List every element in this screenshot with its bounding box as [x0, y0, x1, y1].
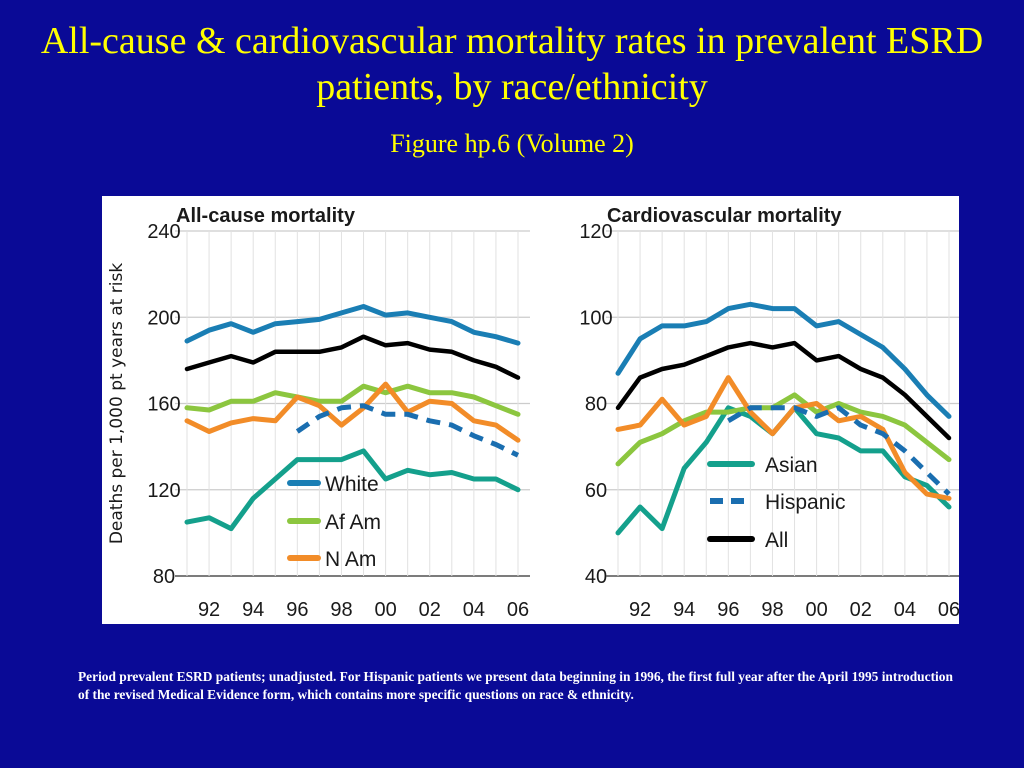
chart-all-cause-mortality-series-all [184, 334, 521, 380]
chart-all-cause-mortality-legend-label-af-am: Af Am [325, 511, 381, 534]
chart-cardiovascular-mortality-xtick-label: 94 [673, 599, 695, 621]
chart-all-cause-mortality-series-af-am [184, 383, 521, 417]
chart-all-cause-mortality-series-n-am [184, 381, 521, 443]
chart-all-cause-mortality-xtick-label: 92 [198, 599, 220, 621]
slide-subtitle: Figure hp.6 (Volume 2) [390, 129, 634, 158]
chart-cardiovascular-mortality-series-af-am [615, 392, 952, 467]
chart-all-cause-mortality-legend-label-n-am: N Am [325, 548, 376, 571]
chart-cardiovascular-mortality-legend-label-all: All [765, 529, 788, 552]
chart-cardiovascular-mortality-xtick-label: 06 [938, 599, 959, 621]
chart-all-cause-mortality-xtick-label: 98 [330, 599, 352, 621]
chart-all-cause-mortality-ytick-label: 240 [147, 221, 180, 243]
chart-all-cause-mortality-legend-label-white: White [325, 473, 379, 496]
chart-cardiovascular-mortality-series-all [615, 340, 952, 441]
chart-all-cause-mortality-xtick-label: 00 [374, 599, 396, 621]
footnote: Period prevalent ESRD patients; unadjust… [78, 669, 953, 702]
chart-all-cause-mortality-ytick-label: 80 [153, 566, 175, 588]
chart-cardiovascular-mortality-xtick-label: 96 [717, 599, 739, 621]
chart-all-cause-mortality-series-asian [184, 448, 521, 532]
chart-cardiovascular-mortality-legend-label-hispanic: Hispanic [765, 491, 846, 514]
chart-all-cause-mortality-xtick-label: 02 [419, 599, 441, 621]
chart-cardiovascular-mortality-xtick-label: 04 [894, 599, 916, 621]
figure-panel: 80 120 160 200 240 92 94 96 98 00 02 04 06 All-cause … [102, 196, 959, 624]
chart-cardiovascular-mortality-ytick-label: 120 [579, 221, 612, 243]
figure-svg: 80 120 160 200 240 92 94 96 98 00 02 04 06 All-cause … [107, 205, 959, 621]
chart-cardiovascular-mortality-xtick-label: 00 [805, 599, 827, 621]
chart-cardiovascular-mortality-xtick-label: 98 [761, 599, 783, 621]
chart-all-cause-mortality-series-hispanic [295, 403, 520, 458]
chart-cardiovascular-mortality-series-n-am [615, 375, 952, 501]
chart-all-cause-mortality-y-axis-label: Deaths per 1,000 pt years at risk [107, 263, 127, 544]
chart-all-cause-mortality-title: All-cause mortality [176, 205, 356, 227]
chart-all-cause-mortality-xtick-label: 06 [507, 599, 529, 621]
slide-title: All-cause & cardiovascular mortality rat… [40, 20, 984, 108]
chart-all-cause-mortality-ytick-label: 120 [147, 480, 180, 502]
chart-all-cause-mortality-xtick-label: 96 [286, 599, 308, 621]
chart-cardiovascular-mortality-series-white [615, 301, 952, 419]
chart-cardiovascular-mortality-xtick-label: 02 [850, 599, 872, 621]
chart-cardiovascular-mortality-ytick-label: 100 [579, 307, 612, 329]
chart-all-cause-mortality-xtick-label: 94 [242, 599, 264, 621]
chart-cardiovascular-mortality-series-hispanic [727, 405, 951, 496]
chart-all-cause-mortality-xtick-label: 04 [463, 599, 485, 621]
chart-all-cause-mortality-ytick-label: 160 [147, 394, 180, 416]
chart-all-cause-mortality-series-white [184, 304, 521, 346]
chart-cardiovascular-mortality-ytick-label: 80 [585, 394, 607, 416]
chart-cardiovascular-mortality-ytick-label: 60 [585, 480, 607, 502]
chart-cardiovascular-mortality-title: Cardiovascular mortality [607, 205, 842, 227]
chart-cardiovascular-mortality-xtick-label: 92 [629, 599, 651, 621]
chart-all-cause-mortality-ytick-label: 200 [147, 307, 180, 329]
chart-cardiovascular-mortality-legend-label-asian: Asian [765, 454, 818, 477]
chart-cardiovascular-mortality-ytick-label: 40 [585, 566, 607, 588]
